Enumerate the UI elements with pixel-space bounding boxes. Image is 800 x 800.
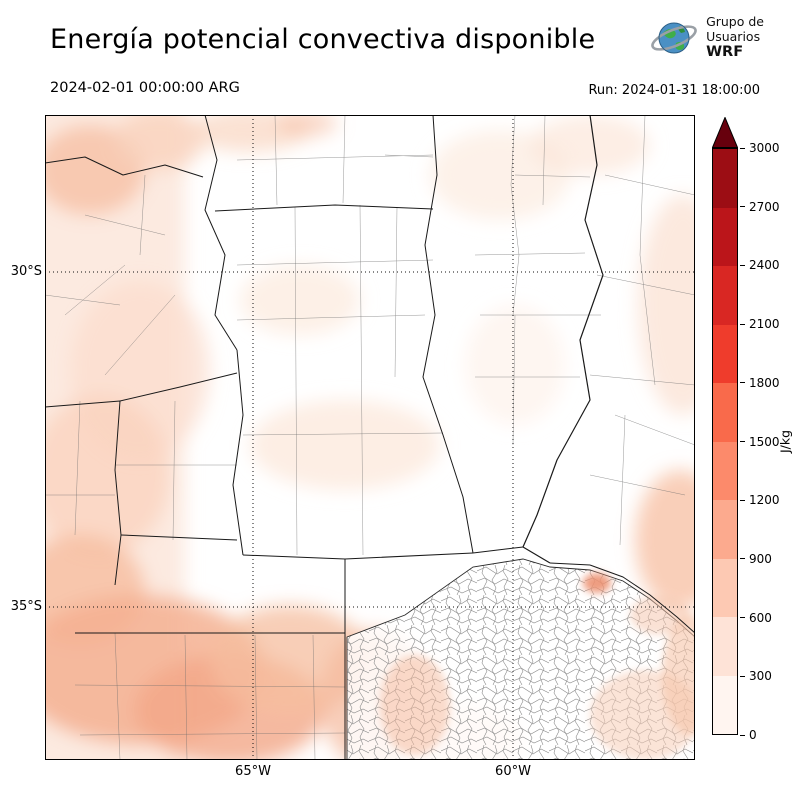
- colorbar-tick: 600: [740, 611, 772, 625]
- colorbar-tick: 2400: [740, 258, 780, 272]
- colorbar-segment: [713, 207, 737, 266]
- colorbar-body: [712, 148, 738, 735]
- lat-label-35s: 35°S: [10, 599, 42, 614]
- map-figure: [15, 95, 728, 795]
- colorbar-ticks: 3000 2700 2400 2100 1800 1500 1200 900 600 300 0: [740, 141, 792, 742]
- run-time-label: Run: 2024-01-31 18:00:00: [588, 83, 760, 98]
- colorbar-segment: [713, 617, 737, 676]
- colorbar-segment: [713, 383, 737, 442]
- valid-time-label: 2024-02-01 00:00:00 ARG: [50, 80, 240, 96]
- colorbar-segment: [713, 266, 737, 325]
- logo-line-3: WRF: [706, 44, 744, 61]
- colorbar-unit-label: J/kg: [777, 429, 793, 454]
- colorbar-tick: 900: [740, 552, 772, 566]
- colorbar-segment: [713, 675, 737, 734]
- colorbar-arrow-shape: [711, 116, 739, 148]
- colorbar-segment: [713, 558, 737, 617]
- colorbar-tick: 3000: [740, 141, 780, 155]
- colorbar-tick: 1500: [740, 435, 780, 449]
- lon-label-60w: 60°W: [495, 764, 531, 779]
- logo-line-1: Grupo de: [706, 13, 764, 29]
- colorbar-tick: 2100: [740, 317, 780, 331]
- wrf-logo: Grupo de Usuarios WRF: [649, 13, 764, 63]
- colorbar-tick: 300: [740, 669, 772, 683]
- globe-icon: [651, 22, 697, 54]
- province-boundaries-layer: [44, 114, 696, 760]
- lon-label-65w: 65°W: [235, 764, 271, 779]
- lat-label-30s: 30°S: [10, 264, 42, 279]
- colorbar-segment: [713, 149, 737, 208]
- colorbar-tick: 0: [740, 728, 757, 742]
- colorbar-tick: 2700: [740, 200, 780, 214]
- colorbar-segment: [713, 441, 737, 500]
- logo-line-2: Usuarios: [706, 29, 761, 45]
- colorbar-tick: 1800: [740, 376, 780, 390]
- colorbar-segment: [713, 500, 737, 559]
- map-frame: [45, 115, 695, 760]
- graticule-layer: [45, 115, 695, 760]
- colorbar-segment: [713, 324, 737, 383]
- colorbar-tick: 1200: [740, 493, 780, 507]
- page-title: Energía potencial convectiva disponible: [50, 24, 596, 55]
- logo-text: Grupo de Usuarios WRF: [706, 14, 764, 62]
- colorbar-over-arrow: [711, 116, 739, 152]
- map-area: [15, 95, 728, 795]
- department-boundaries-layer: [44, 114, 696, 761]
